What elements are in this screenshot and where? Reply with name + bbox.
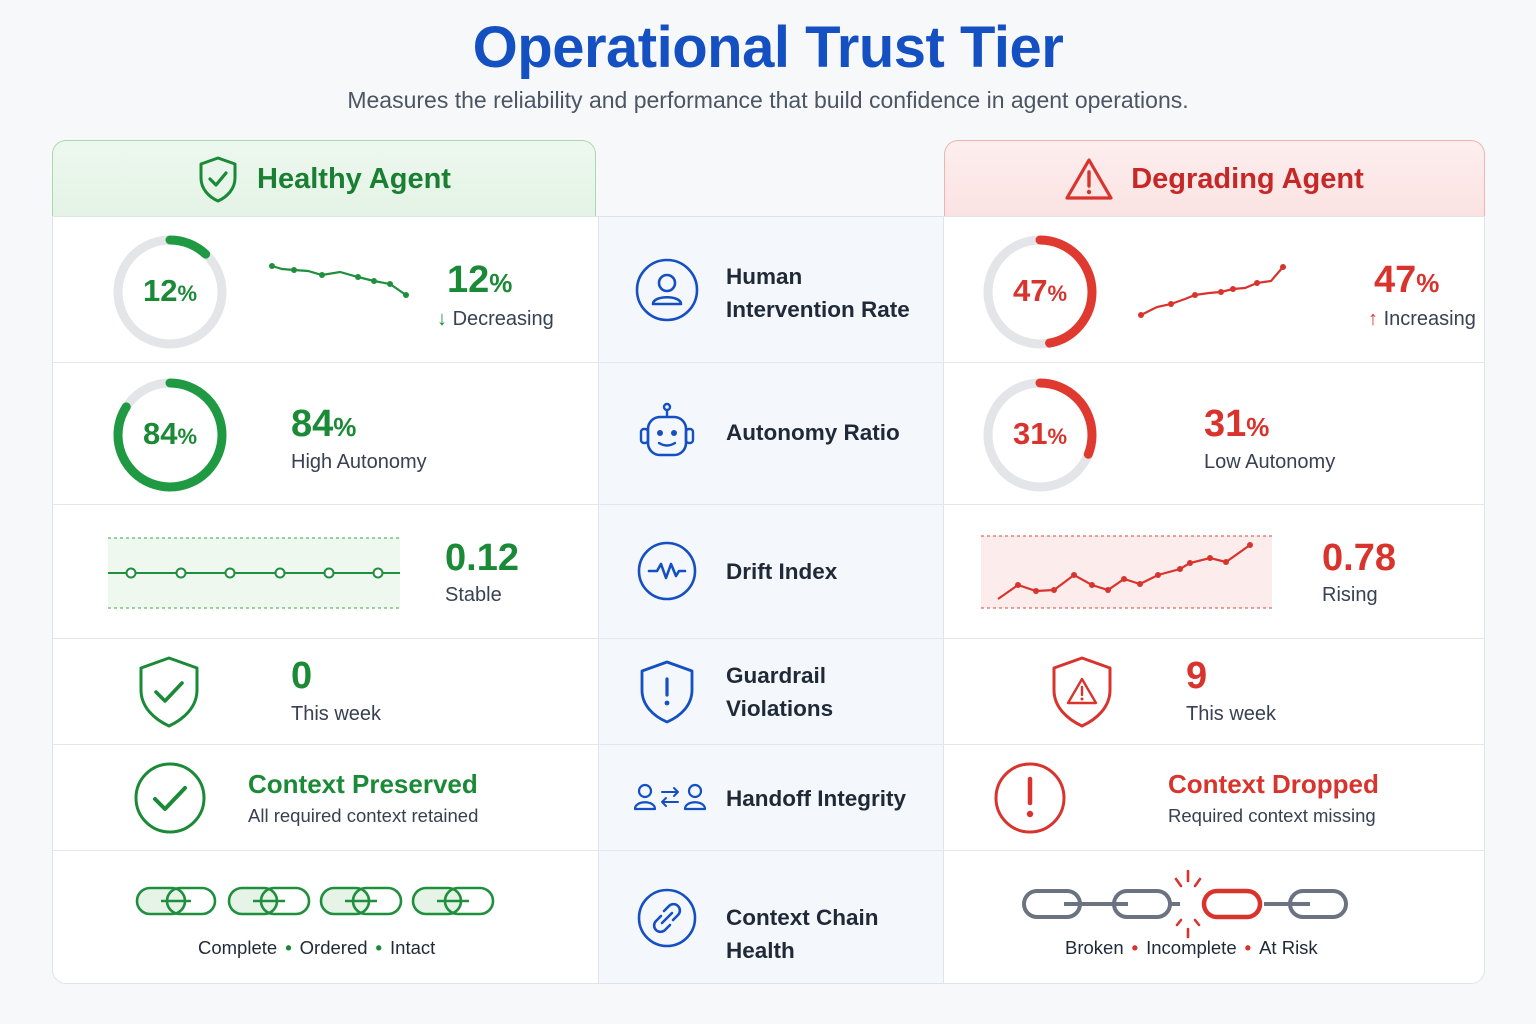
degrading-handoff-cell: Context Dropped Required context missing: [944, 745, 1484, 850]
healthy-violations-period: This week: [291, 703, 382, 725]
row-guardrail-violations: 0 This week Guardrail Violations 9: [53, 639, 1484, 745]
shield-check-icon: [199, 156, 237, 203]
degrading-intervention-ring-label: 47%: [1012, 273, 1068, 308]
healthy-intervention-ring-label: 12%: [142, 273, 198, 308]
shield-alert-icon: [640, 660, 694, 724]
degrading-handoff-title: Context Dropped: [1168, 769, 1379, 799]
metric-guardrail-violations: Guardrail Violations: [598, 639, 944, 744]
healthy-drift-chart: [108, 537, 400, 609]
degrading-intervention-value: 47%: [1374, 259, 1440, 301]
healthy-handoff-cell: Context Preserved All required context r…: [53, 745, 598, 850]
metric-column-bg: [598, 217, 944, 983]
warning-triangle-icon: [1065, 158, 1113, 200]
healthy-chain-cell: Complete • Ordered • Intact: [53, 851, 598, 983]
row-handoff-integrity: Context Preserved All required context r…: [53, 745, 1484, 851]
degrading-autonomy-status: Low Autonomy: [1204, 451, 1336, 473]
alert-circle-icon: [994, 762, 1066, 834]
healthy-intervention-value: 12%: [447, 259, 513, 301]
metric-drift-index: Drift Index: [598, 505, 944, 638]
intact-chain-icon: [135, 886, 495, 916]
healthy-agent-header: Healthy Agent: [52, 140, 596, 217]
metric-label: Guardrail Violations: [726, 663, 834, 721]
healthy-drift-value: 0.12: [445, 537, 519, 579]
healthy-intervention-ring: [113, 235, 227, 349]
healthy-chain-caption: Complete • Ordered • Intact: [198, 937, 436, 958]
healthy-handoff-sub: All required context retained: [248, 805, 479, 826]
degrading-handoff-sub: Required context missing: [1168, 805, 1376, 826]
degrading-autonomy-ring-label: 31%: [1012, 416, 1068, 451]
degrading-drift-chart: [981, 535, 1272, 609]
handoff-icon: [634, 783, 707, 811]
metrics-table: 12% 12% ↓ Decreasing Human Intervention R…: [52, 216, 1485, 984]
waveform-icon: [637, 541, 697, 601]
metric-label: Human Intervention Rate: [726, 264, 910, 322]
ring-arc: [113, 235, 227, 349]
comparison-board: Healthy Agent Degrading Agent 12%: [52, 140, 1485, 984]
degrading-drift-status: Rising: [1322, 584, 1378, 606]
healthy-violations-cell: 0 This week: [53, 639, 598, 744]
row-autonomy-ratio: 84% 84% High Autonomy Autonomy Ratio: [53, 363, 1484, 505]
healthy-intervention-sparkline: [269, 263, 409, 298]
arrow-down-icon: ↓: [437, 308, 447, 330]
degrading-autonomy-cell: 31% 31% Low Autonomy: [944, 363, 1484, 504]
healthy-autonomy-ring-label: 84%: [142, 416, 198, 451]
degrading-violations-cell: 9 This week: [944, 639, 1484, 744]
healthy-handoff-title: Context Preserved: [248, 769, 478, 799]
ring-arc: [983, 235, 1097, 349]
degrading-chain-caption: Broken • Incomplete • At Risk: [1065, 937, 1318, 958]
degrading-intervention-trend: ↑ Increasing: [1368, 308, 1476, 330]
healthy-intervention-cell: 12% 12% ↓ Decreasing: [53, 217, 598, 362]
person-icon: [635, 258, 699, 322]
broken-chain-icon: [1022, 869, 1348, 939]
row-drift-index: 0.12 Stable Drift Index 0.78: [53, 505, 1484, 639]
healthy-drift-cell: 0.12 Stable: [53, 505, 598, 638]
healthy-autonomy-value: 84%: [291, 403, 357, 445]
ring-arc: [983, 378, 1097, 492]
degrading-autonomy-value: 31%: [1204, 403, 1270, 445]
page-title: Operational Trust Tier: [472, 15, 1064, 80]
link-icon: [637, 888, 697, 948]
arrow-up-icon: ↑: [1368, 308, 1378, 330]
metric-handoff-integrity: Handoff Integrity: [598, 745, 944, 850]
healthy-agent-title: Healthy Agent: [257, 162, 451, 195]
healthy-violations-value: 0: [291, 655, 313, 697]
ring-arc: [113, 378, 227, 492]
healthy-autonomy-status: High Autonomy: [291, 451, 427, 473]
degrading-autonomy-ring: [983, 378, 1097, 492]
metric-label: Context Chain Health: [726, 905, 879, 963]
degrading-agent-title: Degrading Agent: [1131, 162, 1364, 195]
healthy-drift-status: Stable: [445, 584, 502, 606]
healthy-autonomy-cell: 84% 84% High Autonomy: [53, 363, 598, 504]
degrading-violations-value: 9: [1186, 655, 1208, 697]
degrading-drift-cell: 0.78 Rising: [944, 505, 1484, 638]
degrading-intervention-cell: 47% 47% ↑ Increasing: [944, 217, 1484, 362]
row-context-chain-health: Complete • Ordered • Intact Context Chain He…: [53, 851, 1484, 983]
metric-human-intervention: Human Intervention Rate: [598, 217, 944, 362]
shield-warning-icon: [1052, 656, 1112, 728]
metric-label: Drift Index: [726, 559, 838, 584]
robot-icon: [639, 402, 695, 457]
degrading-intervention-ring: [983, 235, 1097, 349]
row-human-intervention: 12% 12% ↓ Decreasing Human Intervention R…: [53, 217, 1484, 363]
healthy-autonomy-ring: [113, 378, 227, 492]
check-circle-icon: [134, 762, 206, 834]
page-subtitle: Measures the reliability and performance…: [347, 87, 1189, 113]
healthy-intervention-trend: ↓ Decreasing: [437, 308, 554, 330]
degrading-chain-cell: Broken • Incomplete • At Risk: [944, 851, 1484, 983]
degrading-intervention-sparkline: [1138, 264, 1286, 318]
degrading-agent-header: Degrading Agent: [944, 140, 1485, 217]
metric-context-chain-health: Context Chain Health: [598, 851, 944, 983]
shield-check-icon: [139, 656, 199, 728]
metric-autonomy-ratio: Autonomy Ratio: [598, 363, 944, 504]
degrading-drift-value: 0.78: [1322, 537, 1396, 579]
metric-label: Handoff Integrity: [726, 786, 906, 811]
degrading-violations-period: This week: [1186, 703, 1277, 725]
metric-label: Autonomy Ratio: [726, 420, 900, 445]
